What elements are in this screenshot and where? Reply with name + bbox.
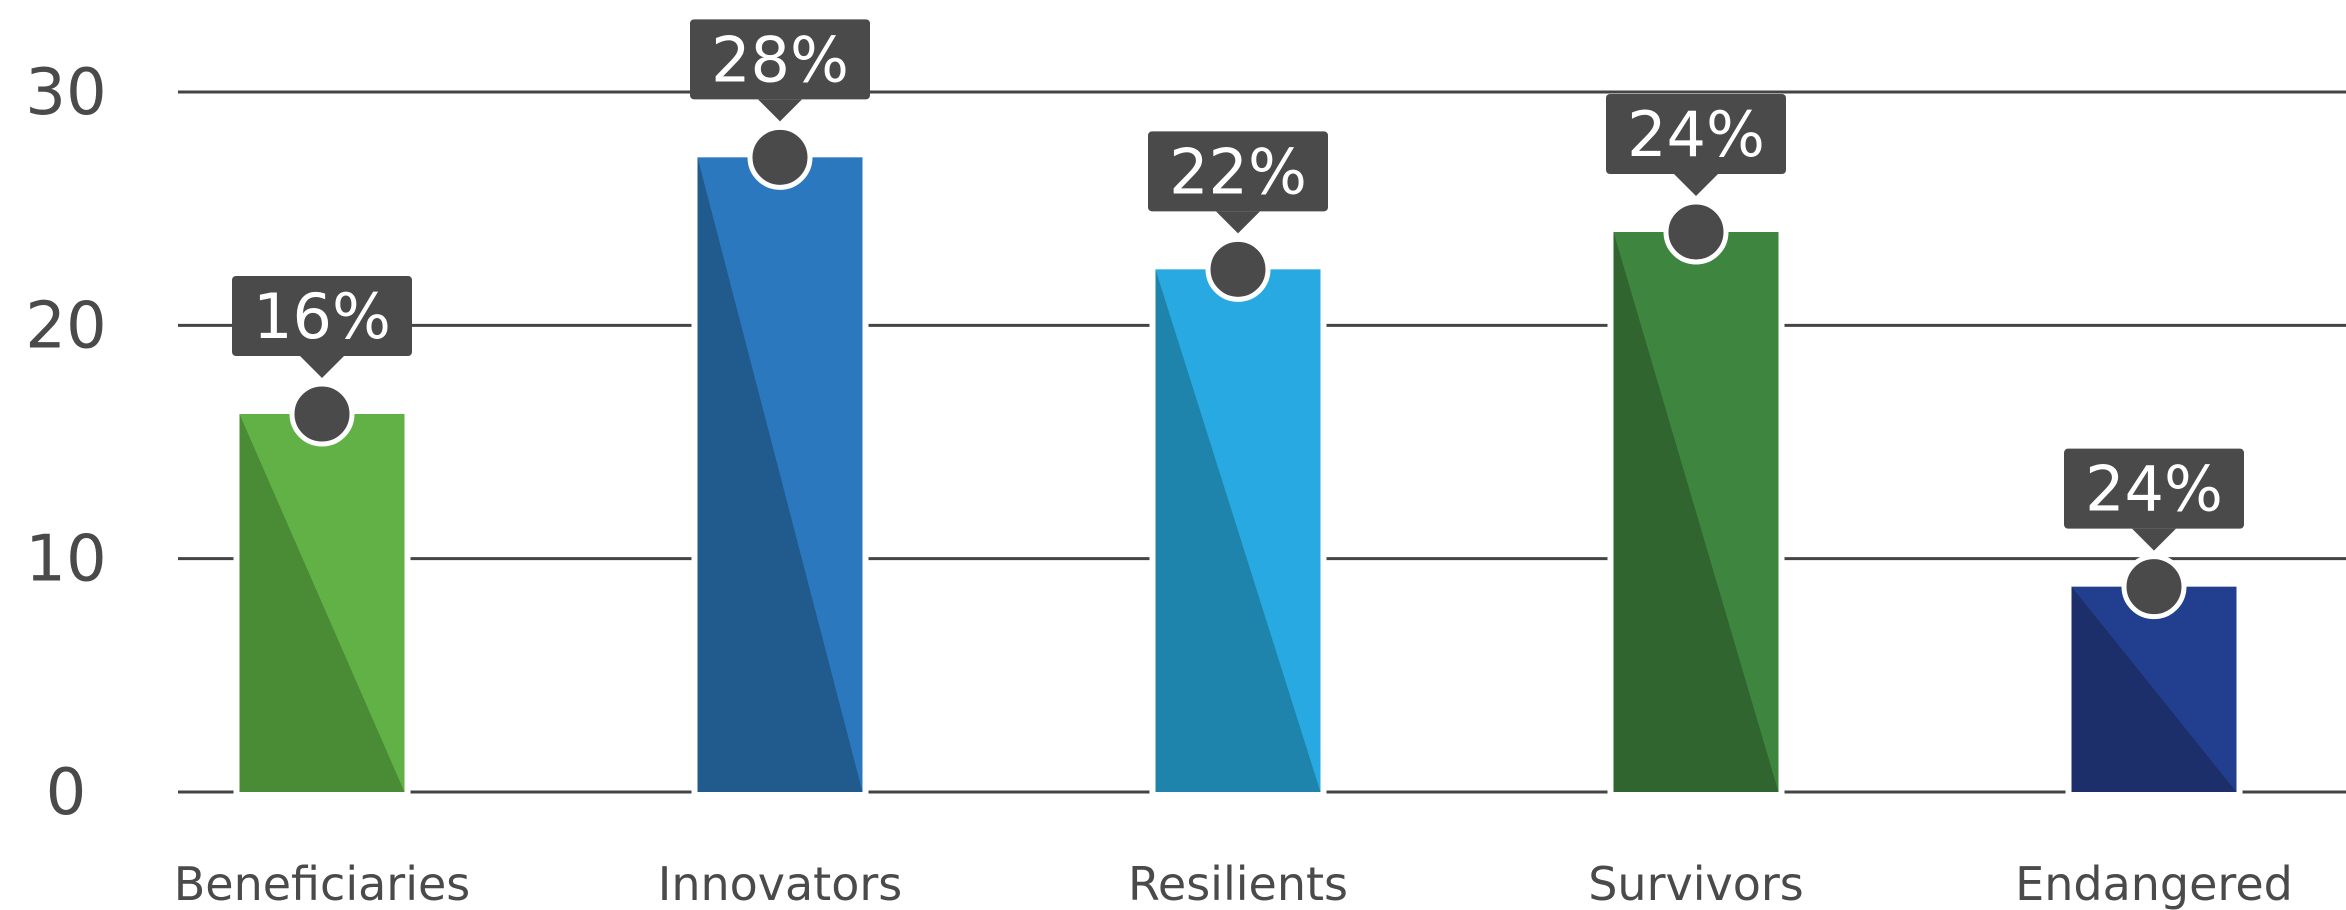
x-tick-label-beneficiaries: Beneficiaries (174, 857, 471, 910)
data-label-resilients: 22% (1169, 135, 1307, 208)
marker-dot-beneficiaries (292, 384, 352, 444)
marker-dot-survivors (1666, 202, 1726, 262)
marker-dot-endangered (2124, 557, 2184, 617)
marker-dot-innovators (750, 127, 810, 187)
y-tick-label-10: 10 (25, 523, 106, 597)
data-label-endangered: 24% (2085, 453, 2223, 526)
y-tick-label-30: 30 (25, 56, 106, 130)
marker-dot-resilients (1208, 239, 1268, 299)
y-axis-ticks: 0 10 20 30 (25, 56, 106, 830)
x-tick-label-endangered: Endangered (2015, 857, 2293, 910)
y-tick-label-0: 0 (46, 756, 87, 830)
x-tick-label-innovators: Innovators (658, 857, 903, 910)
x-tick-label-survivors: Survivors (1588, 857, 1804, 910)
x-axis-categories: Beneficiaries Innovators Resilients Survivo… (174, 857, 2293, 910)
data-label-innovators: 28% (711, 23, 849, 96)
data-label-survivors: 24% (1627, 98, 1765, 171)
callout-pointer-innovators (758, 99, 802, 121)
data-label-beneficiaries: 16% (253, 280, 391, 353)
callout-pointer-survivors (1674, 174, 1718, 196)
callout-pointer-resilients (1216, 211, 1260, 233)
y-tick-label-20: 20 (25, 289, 106, 363)
x-tick-label-resilients: Resilients (1128, 857, 1348, 910)
callout-pointer-beneficiaries (300, 356, 344, 378)
callout-pointer-endangered (2132, 529, 2176, 551)
